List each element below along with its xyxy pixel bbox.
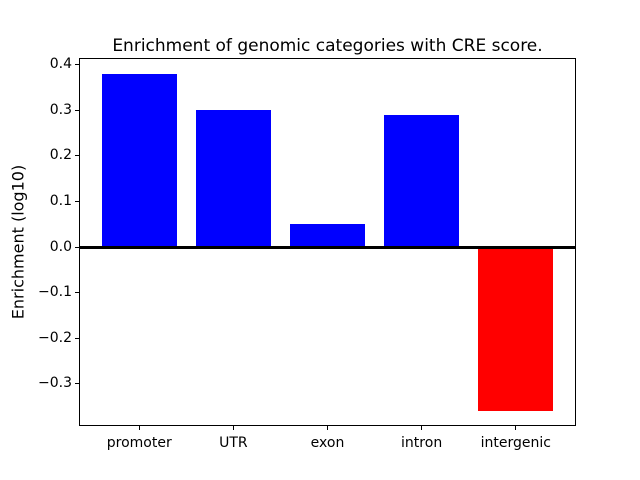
y-tick-label: 0.4	[49, 55, 72, 72]
bar-intergenic	[478, 247, 554, 412]
y-tick-mark	[75, 337, 79, 339]
bar-UTR	[195, 110, 272, 248]
y-tick-label: −0.1	[38, 284, 72, 301]
x-tick-label: UTR	[219, 435, 248, 451]
x-tick-label: exon	[310, 435, 345, 451]
chart-title: Enrichment of genomic categories with CR…	[112, 36, 543, 56]
y-tick-mark	[75, 109, 79, 111]
y-tick-mark	[75, 292, 79, 294]
y-tick-label: 0.2	[49, 147, 72, 164]
y-tick-label: 0.1	[49, 192, 72, 209]
bar-exon	[289, 224, 366, 248]
y-tick-mark	[75, 246, 79, 248]
y-tick-mark	[75, 383, 79, 385]
x-tick-label: intergenic	[480, 435, 551, 451]
y-tick-mark	[75, 155, 79, 157]
x-tick-label: intron	[401, 435, 443, 451]
x-tick-mark	[515, 426, 517, 430]
x-tick-label: promoter	[106, 435, 172, 451]
bar-promoter	[101, 73, 177, 247]
x-tick-mark	[232, 426, 234, 430]
x-tick-mark	[421, 426, 423, 430]
y-tick-label: −0.3	[38, 375, 72, 392]
x-tick-mark	[327, 426, 328, 430]
bar-intron	[383, 114, 460, 248]
x-tick-mark	[138, 426, 140, 430]
zero-line	[79, 245, 576, 249]
y-tick-label: 0.0	[49, 238, 72, 255]
y-tick-label: 0.3	[49, 101, 72, 118]
y-tick-label: −0.2	[38, 329, 72, 346]
y-tick-mark	[75, 200, 79, 202]
y-tick-mark	[75, 63, 79, 65]
plot-area	[79, 58, 576, 426]
